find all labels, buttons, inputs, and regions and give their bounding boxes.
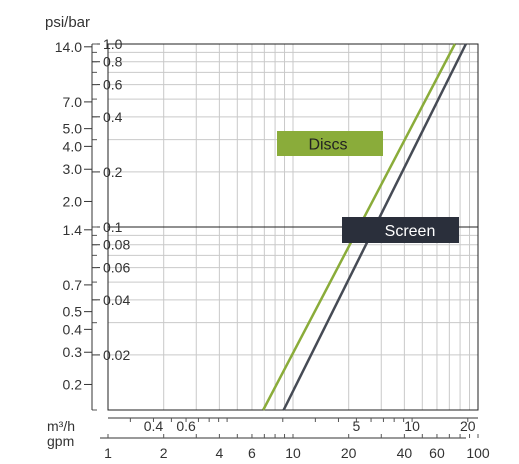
gpm-tick-label: 10 xyxy=(285,445,301,461)
bar-tick-label: 0.02 xyxy=(103,347,130,363)
psi-tick-label: 14.0 xyxy=(55,39,82,55)
plot-frame xyxy=(107,43,479,411)
flow-gpm-label: gpm xyxy=(47,433,74,449)
psi-tick-label: 2.0 xyxy=(63,193,83,209)
left-axis-title: psi/bar xyxy=(45,14,90,31)
psi-tick-label: 4.0 xyxy=(63,138,83,154)
bar-tick-label: 0.04 xyxy=(103,292,130,308)
psi-tick-label: 0.2 xyxy=(63,376,83,392)
discs-label-text: Discs xyxy=(308,137,347,154)
gpm-tick-label: 20 xyxy=(341,445,357,461)
bar-tick-label: 0.6 xyxy=(103,77,123,93)
m3h-tick-label: 0.6 xyxy=(176,418,196,434)
discs-label-box xyxy=(277,131,383,156)
psi-tick-label: 1.4 xyxy=(63,222,83,238)
bar-tick-label: 0.4 xyxy=(103,109,123,125)
gpm-tick-label: 40 xyxy=(397,445,413,461)
gpm-tick-label: 100 xyxy=(466,445,490,461)
bar-tick-label: 0.08 xyxy=(103,237,130,253)
screen-label-text: Screen xyxy=(385,223,436,240)
m3h-tick-label: 5 xyxy=(353,418,361,434)
gpm-tick-label: 2 xyxy=(160,445,168,461)
psi-tick-label: 0.4 xyxy=(63,321,83,337)
screen-label-box xyxy=(342,217,459,243)
gpm-tick-label: 60 xyxy=(429,445,445,461)
m3h-tick-label: 20 xyxy=(460,418,476,434)
psi-tick-label: 0.5 xyxy=(63,304,83,320)
series-labels: Discs Screen xyxy=(277,131,459,243)
psi-tick-label: 0.7 xyxy=(63,277,83,293)
flow-m3h-label: m³/h xyxy=(47,418,75,434)
bar-tick-label: 0.1 xyxy=(103,219,123,235)
bar-tick-label: 0.8 xyxy=(103,54,123,70)
gpm-tick-label: 1 xyxy=(104,445,112,461)
gpm-tick-label: 4 xyxy=(215,445,223,461)
psi-tick-label: 7.0 xyxy=(63,94,83,110)
psi-tick-label: 5.0 xyxy=(63,121,83,137)
m3h-tick-label: 0.4 xyxy=(144,418,164,434)
gpm-tick-label: 6 xyxy=(248,445,256,461)
psi-tick-label: 3.0 xyxy=(63,161,83,177)
bar-tick-label: 0.2 xyxy=(103,164,123,180)
psi-tick-label: 0.3 xyxy=(63,344,83,360)
axes: 1.00.80.60.40.20.10.080.060.040.0214.07.… xyxy=(55,36,490,461)
bar-tick-label: 1.0 xyxy=(103,36,123,52)
m3h-tick-label: 10 xyxy=(404,418,420,434)
bar-tick-label: 0.06 xyxy=(103,260,130,276)
